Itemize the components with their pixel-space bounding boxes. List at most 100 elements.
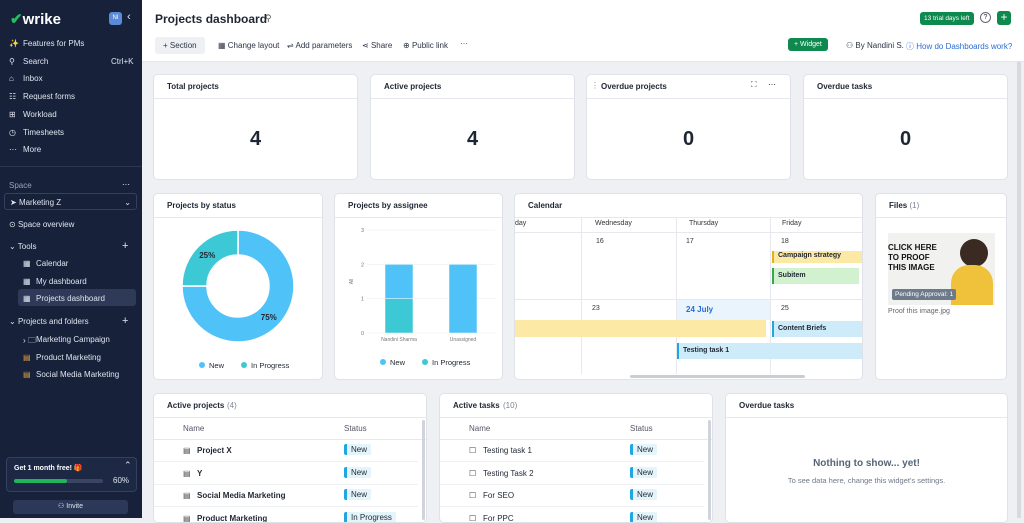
- column-header: Name: [469, 424, 491, 433]
- event-bar[interactable]: [515, 320, 766, 337]
- add-button[interactable]: +: [997, 11, 1011, 25]
- event[interactable]: Testing task 1: [677, 343, 862, 359]
- promo[interactable]: Get 1 month free! 🎁 ⌃ 60%: [6, 457, 137, 492]
- project-item[interactable]: Marketing Campaign: [36, 335, 110, 344]
- focus: ⛶: [751, 80, 757, 89]
- y-tick-label: 2: [361, 262, 364, 268]
- status-pill: New: [344, 489, 372, 500]
- widget-title: Active projects: [384, 82, 442, 91]
- legend-dot: [199, 362, 205, 368]
- drag: ⋮: [591, 81, 599, 90]
- pie-slice: [181, 229, 239, 287]
- brand-name: wrike: [22, 11, 61, 28]
- tool-item[interactable]: My dashboard: [36, 276, 87, 286]
- space-overview-label: Space overview: [17, 220, 75, 229]
- trial-badge[interactable]: 13 trial days left: [920, 12, 974, 25]
- project-item[interactable]: Product Marketing: [36, 352, 101, 362]
- row-name[interactable]: Social Media Marketing: [197, 491, 286, 500]
- owner-label: By Nandini S.: [855, 41, 904, 50]
- toolbar-button[interactable]: ⇌ Add parameters: [287, 41, 353, 50]
- widget-title: Files: [889, 201, 908, 210]
- space-more[interactable]: ⋯: [122, 180, 130, 189]
- bar: [448, 264, 478, 334]
- approval-badge: Pending Approval: 1: [892, 289, 957, 300]
- legend-label: In Progress: [432, 358, 471, 367]
- folder-icon: ▤: [23, 352, 31, 362]
- legend-dot: [241, 362, 247, 368]
- promo-progress-label: 60%: [113, 476, 130, 485]
- nav-item[interactable]: Search: [23, 56, 49, 66]
- brand: ✔wrike: [10, 11, 61, 28]
- table-widget: Active tasks (10) Name Status ☐ Testing task …: [439, 393, 713, 523]
- widget-title: Active tasks: [453, 401, 500, 410]
- event[interactable]: Subitem: [772, 268, 859, 284]
- projects-heading-label: Projects and folders: [17, 317, 89, 326]
- toolbar-button[interactable]: ⊕ Public link: [403, 41, 448, 50]
- space-name: Marketing Z: [18, 198, 62, 207]
- bar-chart: 0 1 2 3 All Nandini Sharma Unassigned New In Pro…: [349, 228, 495, 367]
- bar: [384, 264, 414, 299]
- event[interactable]: Campaign strategy: [772, 251, 862, 263]
- toolbar-button[interactable]: ⋖ Share: [362, 41, 393, 50]
- collapse[interactable]: ‹: [127, 11, 131, 23]
- active-bg: [18, 289, 136, 307]
- files-widget: Files (1) CLICK HERE TO PROOF THIS IMAGE…: [875, 193, 1007, 380]
- file-thumbnail[interactable]: CLICK HERE TO PROOF THIS IMAGE Pending A…: [888, 233, 995, 305]
- widget-count: (4): [227, 401, 237, 410]
- pin[interactable]: ⚲: [265, 13, 272, 23]
- toolbar-label: Section: [169, 41, 197, 50]
- stat-widget: Active projects 4: [370, 74, 575, 180]
- nav-item[interactable]: Request forms: [23, 92, 76, 102]
- row-name[interactable]: For SEO: [483, 491, 515, 500]
- help-label: How do Dashboards work?: [916, 42, 1013, 51]
- nav-item[interactable]: Timesheets: [23, 127, 65, 137]
- legend-dot: [380, 359, 386, 365]
- table-header-line: [154, 439, 426, 440]
- tool-item[interactable]: Calendar: [36, 259, 69, 268]
- value-label: 75%: [261, 313, 277, 322]
- value-label: 25%: [199, 251, 215, 260]
- row-line: [440, 483, 704, 485]
- projects-heading[interactable]: ⌄ Projects and folders: [9, 317, 89, 326]
- day-header: Friday: [782, 220, 802, 227]
- row-name[interactable]: Project X: [197, 446, 232, 455]
- status-pill: New: [344, 466, 372, 478]
- stat-widget: Overdue projects ⋮ ⋯ ⛶ 0: [586, 74, 791, 180]
- widget-title: Calendar: [528, 201, 563, 210]
- row-line: [154, 483, 418, 485]
- event[interactable]: Content Briefs: [772, 321, 862, 337]
- space-select[interactable]: ➤ Marketing Z ⌄: [4, 193, 137, 210]
- stat-value: 0: [899, 128, 912, 150]
- row-name[interactable]: Testing task 1: [483, 446, 532, 455]
- toolbar-button[interactable]: + Section: [155, 37, 205, 54]
- row-name[interactable]: Testing Task 2: [483, 468, 534, 478]
- widget-count: (10): [503, 401, 518, 410]
- row-name[interactable]: Y: [197, 468, 203, 478]
- help-link[interactable]: ⓘ How do Dashboards work?: [906, 42, 1013, 51]
- nav-icon: ⊞: [9, 109, 16, 119]
- owner[interactable]: ⚇ By Nandini S.: [846, 41, 904, 50]
- file-name[interactable]: Proof this image.jpg: [888, 308, 950, 315]
- nav-item[interactable]: More: [23, 145, 42, 155]
- widget-button[interactable]: + Widget: [788, 38, 828, 51]
- pie-chart: 75% 25% New In Progress: [181, 229, 295, 370]
- tools-heading[interactable]: ⌄ Tools: [9, 242, 37, 251]
- space-overview[interactable]: ⊙ Space overview: [9, 220, 75, 229]
- row-name[interactable]: For PPC: [483, 513, 514, 523]
- status-pill: New: [630, 511, 658, 522]
- avatar[interactable]: NI: [109, 12, 122, 25]
- nav-item[interactable]: Workload: [23, 109, 57, 119]
- project-item[interactable]: Social Media Marketing: [36, 370, 120, 380]
- y-tick-label: 1: [361, 297, 364, 303]
- row-line: [440, 506, 704, 507]
- invite-button[interactable]: ⚇ Invite: [13, 500, 128, 514]
- nav-item[interactable]: Features for PMs: [23, 39, 85, 48]
- tool-item[interactable]: Projects dashboard: [36, 294, 105, 304]
- sidebar: ✔wrike NI ‹ ✨ Features for PMs ⚲ Search Ctrl…: [0, 0, 142, 518]
- widget-title: Projects by status: [167, 201, 236, 210]
- nav-item[interactable]: Inbox: [23, 74, 43, 84]
- stat-value: 0: [682, 128, 695, 150]
- toolbar-button[interactable]: ▦ Change layout: [218, 41, 280, 50]
- overdue-widget: Overdue tasks Nothing to show... yet! To…: [725, 393, 1008, 523]
- row-name[interactable]: Product Marketing: [197, 513, 268, 523]
